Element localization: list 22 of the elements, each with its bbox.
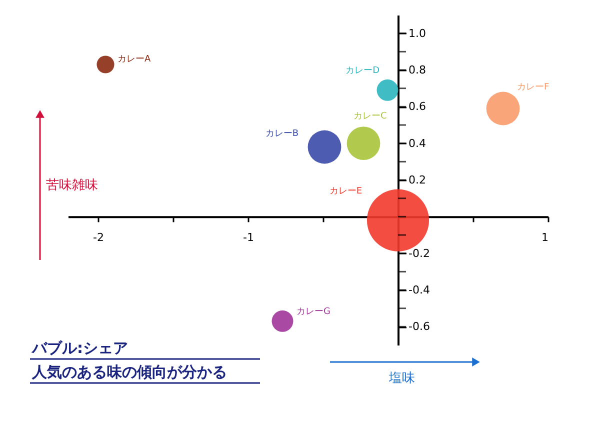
y-tick-label: 0.6 [408, 100, 426, 114]
x-axis-title: 塩味 [388, 371, 415, 386]
y-tick-label: -0.2 [408, 246, 430, 260]
y-tick-label: 0.8 [408, 64, 426, 76]
y-tick-label: 0.4 [408, 136, 426, 150]
series-label: カレーF [517, 82, 550, 92]
x-tick-label: -1 [243, 231, 254, 244]
series-label: カレーD [346, 66, 380, 76]
y-tick-label: -0.6 [408, 320, 430, 334]
x-tick-label: -2 [93, 231, 104, 244]
x-tick-label: 1 [542, 231, 548, 244]
y-axis-title: 苦味雑味 [46, 178, 98, 193]
text: 人気のある味の傾向が分かる [31, 363, 227, 381]
annotation: バブル:シェア [31, 339, 128, 357]
series-label: カレーE [329, 186, 362, 196]
y-tick-label: 1.0 [408, 26, 426, 40]
series-label: カレーC [354, 111, 387, 122]
y-tick-label: -0.4 [408, 284, 430, 296]
series-label: カレーA [118, 54, 152, 64]
y-tick-label: 0.2 [408, 174, 426, 186]
series-label: カレーB [265, 129, 298, 139]
series-label: カレーG [296, 307, 330, 318]
